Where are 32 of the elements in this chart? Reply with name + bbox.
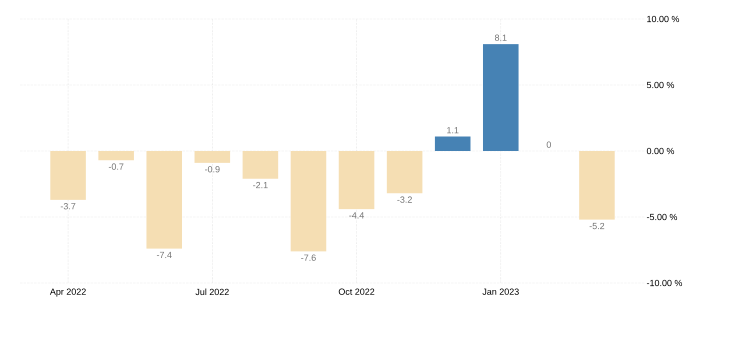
data-label: -3.2 [397,196,412,203]
x-tick-label: Jan 2023 [482,288,519,295]
x-tick-label: Oct 2022 [338,288,374,295]
data-label: -3.7 [60,203,76,210]
bar [386,151,422,194]
data-label: -7.4 [156,252,172,258]
data-label: -2.1 [253,182,268,188]
y-tick-label: -10.00 % [646,280,682,286]
bar [338,151,374,210]
bar [98,151,134,160]
y-tick-label: 10.00 % [647,16,680,22]
bar [579,151,615,220]
bar [482,44,519,151]
y-tick-label: -5.00 % [646,214,678,220]
bar [194,151,230,163]
y-tick-label: 0.00 % [646,148,674,154]
data-label: -0.7 [108,163,124,170]
data-label: -4.4 [349,212,364,218]
bar [146,151,182,249]
data-label: -0.9 [204,166,220,172]
bar [434,136,470,151]
data-label: 1.1 [447,127,458,134]
bar [290,151,326,252]
bar [242,151,278,179]
data-label: 8.1 [494,34,507,41]
data-label: -5.2 [590,222,604,230]
y-tick-label: 5.00 % [646,82,674,88]
data-label: -7.6 [301,254,316,261]
x-tick-label: Jul 2022 [196,288,229,296]
x-tick-label: Apr 2022 [50,288,86,297]
data-label: 0 [546,141,551,148]
bar [50,151,86,200]
